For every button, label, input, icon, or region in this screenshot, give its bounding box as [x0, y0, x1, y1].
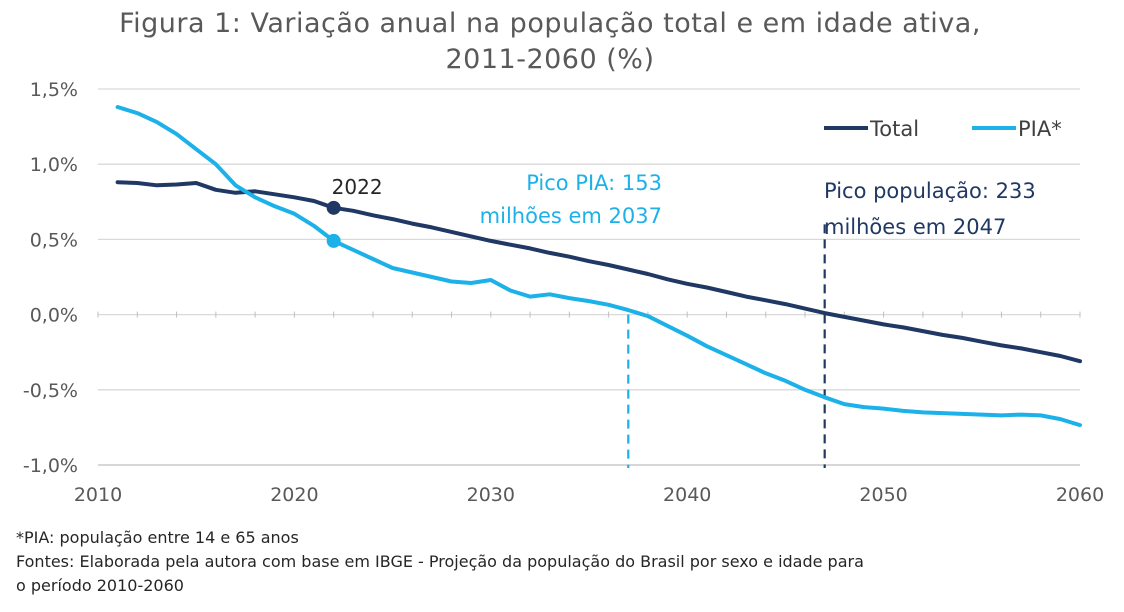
chart-title: Figura 1: Variação anual na população to…: [0, 6, 1100, 78]
x-tick-label-3: 2040: [663, 484, 711, 506]
highlight-point-pia: [326, 233, 341, 248]
footnote-sources: Fontes: Elaborada pela autora com base e…: [16, 552, 864, 571]
annotation-pia-line-1: Pico PIA: 153: [526, 171, 662, 195]
x-tick-label-1: 2020: [270, 484, 318, 506]
highlight-point-label: 2022: [332, 175, 383, 199]
x-tick-label-5: 2060: [1056, 484, 1104, 506]
series-line-total: [115, 180, 1082, 364]
y-tick-label-1: 1,0%: [30, 154, 78, 176]
highlight-point-total: [326, 200, 341, 215]
footnotes: *PIA: população entre 14 e 65 anos Fonte…: [16, 526, 1106, 598]
y-tick-label-0: 1,5%: [30, 79, 78, 101]
x-tick-label-2: 2030: [467, 484, 515, 506]
y-tick-label-3: 0,0%: [30, 305, 78, 327]
annotation-pia-line-2: milhões em 2037: [480, 204, 662, 228]
legend-label-pia: PIA*: [1018, 117, 1062, 141]
y-tick-label-2: 0,5%: [30, 229, 78, 251]
chart-title-line-2: 2011-2060 (%): [445, 44, 655, 75]
annotation-total-line-2: milhões em 2047: [824, 215, 1006, 239]
y-tick-label-5: -1,0%: [23, 455, 78, 477]
chart-title-line-1: Figura 1: Variação anual na população to…: [119, 8, 981, 39]
footnote-pia-definition: *PIA: população entre 14 e 65 anos: [16, 528, 299, 547]
y-tick-label-4: -0,5%: [23, 380, 78, 402]
footnote-sources-continued: o período 2010-2060: [16, 576, 184, 595]
x-tick-label-0: 2010: [74, 484, 122, 506]
series-line-pia: [115, 105, 1082, 428]
annotation-total-line-1: Pico população: 233: [824, 179, 1036, 203]
x-tick-label-4: 2050: [859, 484, 907, 506]
legend-label-total: Total: [869, 117, 919, 141]
